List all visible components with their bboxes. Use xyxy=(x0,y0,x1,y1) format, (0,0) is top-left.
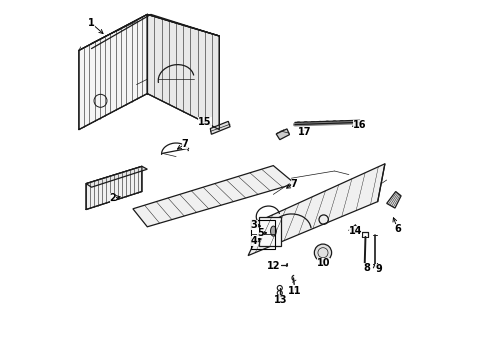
Polygon shape xyxy=(147,14,219,130)
Polygon shape xyxy=(86,166,147,187)
Text: 16: 16 xyxy=(352,120,366,130)
Text: 13: 13 xyxy=(273,294,286,305)
Ellipse shape xyxy=(270,226,276,236)
Polygon shape xyxy=(210,121,230,134)
Polygon shape xyxy=(79,14,147,130)
Circle shape xyxy=(314,244,331,261)
Text: 9: 9 xyxy=(375,264,382,274)
Text: 10: 10 xyxy=(316,258,330,268)
Text: 3: 3 xyxy=(250,220,257,230)
Text: 2: 2 xyxy=(109,193,116,203)
Text: 17: 17 xyxy=(297,127,310,138)
Polygon shape xyxy=(86,166,142,210)
Text: 1: 1 xyxy=(88,18,95,28)
Polygon shape xyxy=(133,166,294,227)
Polygon shape xyxy=(386,192,400,208)
Text: 7: 7 xyxy=(182,139,188,149)
Bar xyxy=(258,217,281,246)
Polygon shape xyxy=(91,14,219,72)
Text: 7: 7 xyxy=(290,179,297,189)
Polygon shape xyxy=(276,129,289,140)
Text: 14: 14 xyxy=(348,226,362,236)
Text: 8: 8 xyxy=(363,263,369,273)
Text: 11: 11 xyxy=(287,286,301,296)
Text: 5: 5 xyxy=(257,228,264,238)
Text: 12: 12 xyxy=(267,261,280,271)
Text: 4: 4 xyxy=(250,236,257,246)
Polygon shape xyxy=(247,164,384,256)
Bar xyxy=(250,220,275,249)
Text: 6: 6 xyxy=(393,224,400,234)
Text: 15: 15 xyxy=(198,117,211,127)
